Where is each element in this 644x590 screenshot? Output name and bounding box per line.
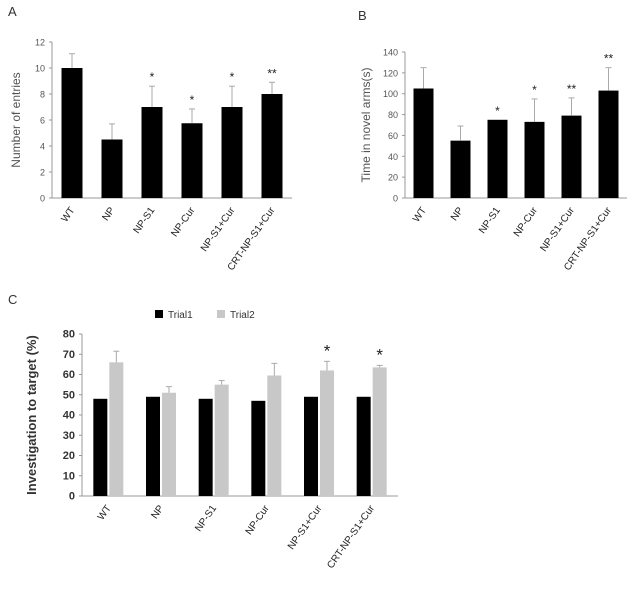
bar xyxy=(413,88,434,198)
bar xyxy=(93,398,108,496)
panel-label: A xyxy=(8,4,17,19)
chart-b: B 0 20 40 60 80 100 120 140 Time in novel arms(s)… xyxy=(358,8,627,273)
x-tick-label: WT xyxy=(60,205,78,224)
bar xyxy=(162,392,176,496)
bar xyxy=(251,400,266,496)
bar xyxy=(524,121,545,198)
panel-b: B 0 20 40 60 80 100 120 140 Time in novel arms(s)… xyxy=(330,0,644,290)
y-tick-label: 20 xyxy=(63,450,75,462)
y-tick-label: 40 xyxy=(388,152,398,162)
y-tick-label: 10 xyxy=(35,64,45,74)
bar xyxy=(356,396,371,496)
bar xyxy=(109,362,124,496)
bar xyxy=(101,139,123,198)
y-axis-label: Time in novel arms(s) xyxy=(359,68,373,183)
bar xyxy=(214,384,229,496)
legend-label: Trial2 xyxy=(230,310,255,321)
y-tick-label: 120 xyxy=(383,68,398,78)
y-tick-label: 80 xyxy=(63,329,75,341)
significance-marker: * xyxy=(495,104,500,118)
significance-marker: * xyxy=(190,93,195,107)
y-tick-label: 0 xyxy=(69,491,75,503)
significance-marker: * xyxy=(532,83,537,97)
y-tick-label: 20 xyxy=(388,173,398,183)
x-tick-label: NP-Cur xyxy=(244,503,273,537)
x-tick-label: NP-S1+Cur xyxy=(286,503,325,552)
significance-marker: * xyxy=(150,70,155,84)
y-tick-label: 30 xyxy=(63,430,75,442)
y-tick-label: 60 xyxy=(388,131,398,141)
y-tick-label: 6 xyxy=(40,116,45,126)
x-tick-label: WT xyxy=(96,503,114,522)
bar xyxy=(221,107,243,198)
panel-label: B xyxy=(358,8,367,23)
y-tick-label: 0 xyxy=(393,194,398,204)
bar xyxy=(146,396,160,496)
significance-marker: ** xyxy=(604,52,614,66)
panel-a: A 0 2 4 6 8 10 12 Number of entries WT NP * NP-S1 * NP… xyxy=(0,0,322,290)
legend-label: Trial1 xyxy=(168,310,193,321)
significance-marker: * xyxy=(324,341,331,360)
x-tick-label: NP-S1 xyxy=(193,503,219,534)
bar xyxy=(450,140,471,198)
y-tick-label: 80 xyxy=(388,110,398,120)
legend-swatch xyxy=(217,310,225,318)
panel-c: C 0 10 20 30 40 50 60 70 80 Investigation to targe… xyxy=(0,290,644,585)
y-tick-label: 50 xyxy=(63,389,75,401)
bar xyxy=(267,375,282,496)
y-tick-label: 40 xyxy=(63,410,75,422)
x-tick-label: NP-S1 xyxy=(477,205,503,236)
x-tick-label: NP xyxy=(100,205,117,223)
chart-c: C 0 10 20 30 40 50 60 70 80 Investigation to targe… xyxy=(8,292,398,571)
y-tick-label: 4 xyxy=(40,142,45,152)
x-tick-label: NP-S1+Cur xyxy=(199,205,238,254)
x-tick-label: NP xyxy=(149,503,166,521)
significance-marker: ** xyxy=(567,82,577,96)
x-tick-label: CRT-NP-S1+Cur xyxy=(325,503,377,571)
significance-marker: * xyxy=(376,345,383,364)
y-tick-label: 10 xyxy=(63,470,75,482)
y-tick-label: 12 xyxy=(35,38,45,48)
significance-marker: * xyxy=(230,70,235,84)
significance-marker: ** xyxy=(267,66,277,80)
bar xyxy=(141,107,163,198)
bar xyxy=(598,90,619,198)
legend-swatch xyxy=(155,310,163,318)
x-tick-label: NP xyxy=(449,205,466,223)
panel-label: C xyxy=(8,292,17,307)
x-tick-label: NP-S1+Cur xyxy=(538,205,577,254)
bar xyxy=(61,68,83,198)
bar xyxy=(261,94,283,198)
y-tick-label: 2 xyxy=(40,168,45,178)
bar xyxy=(487,119,508,198)
chart-a: A 0 2 4 6 8 10 12 Number of entries WT NP * NP-S1 * NP… xyxy=(8,4,292,273)
x-tick-label: WT xyxy=(411,205,429,224)
x-tick-label: NP-S1 xyxy=(132,205,158,236)
bar xyxy=(304,396,318,496)
bar xyxy=(320,370,334,496)
y-tick-label: 70 xyxy=(63,349,75,361)
y-axis-label: Investigation to target (%) xyxy=(24,335,39,495)
y-tick-label: 8 xyxy=(40,90,45,100)
y-tick-label: 0 xyxy=(40,194,45,204)
x-tick-label: NP-Cur xyxy=(512,205,541,239)
bar xyxy=(561,115,582,198)
y-tick-label: 60 xyxy=(63,369,75,381)
bar xyxy=(181,123,203,198)
y-tick-label: 140 xyxy=(383,48,398,58)
x-tick-label: NP-Cur xyxy=(169,205,198,239)
bar xyxy=(372,367,387,496)
y-tick-label: 100 xyxy=(383,89,398,99)
y-axis-label: Number of entries xyxy=(9,72,23,167)
bar xyxy=(198,398,213,496)
